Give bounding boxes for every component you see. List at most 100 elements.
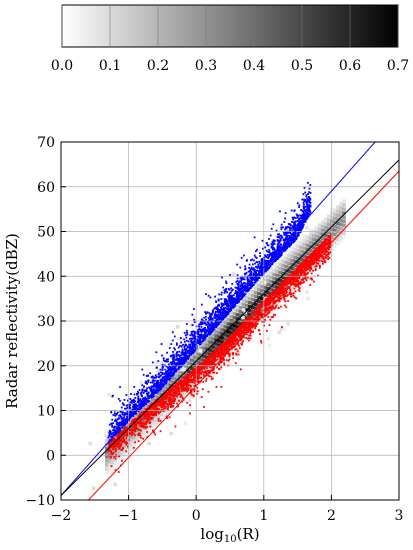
scatter-point-blue [153,385,156,388]
scatter-point-blue [267,257,270,260]
scatter-point-blue [157,380,160,383]
scatter-point-blue [257,265,260,268]
scatter-point-blue [150,387,153,390]
scatter-point-blue [193,348,195,351]
scatter-point-blue [294,220,297,223]
density-cell [217,339,222,343]
scatter-point-blue [132,404,135,406]
scatter-point-blue [261,272,263,275]
density-cell [320,220,325,225]
density-cell [144,427,149,432]
scatter-point-blue [224,312,227,315]
scatter-point-red [188,372,191,375]
scatter-point-blue [161,373,164,375]
density-cell [208,336,212,340]
scatter-point-red [189,389,192,392]
scatter-point-red [309,284,312,286]
density-cell [154,360,158,365]
density-cell [250,289,255,294]
scatter-point-blue [143,399,145,402]
scatter-point-blue [122,411,124,414]
density-cell [330,215,334,219]
scatter-point-blue [283,234,286,236]
scatter-point-blue [189,354,192,356]
scatter-point-blue [218,318,221,320]
scatter-point-blue [305,195,308,198]
density-cell [212,298,217,303]
scatter-point-blue [162,377,165,379]
scatter-point-blue [164,375,167,378]
density-cell [229,331,234,335]
density-cell [229,327,234,331]
density-cell [162,373,167,378]
scatter-point-blue [271,258,274,261]
scatter-point-blue [270,227,273,230]
density-cell [135,412,139,417]
scatter-point-red [240,342,243,345]
scatter-point-red [110,454,113,457]
density-cell [202,346,206,350]
scatter-point-blue [125,418,128,421]
scatter-point-blue [121,424,123,426]
scatter-point-blue [216,307,219,310]
scatter-point-blue [117,431,119,434]
density-cell [205,347,209,351]
scatter-point-blue [206,320,209,323]
scatter-point-blue [293,224,296,227]
density-cell [235,313,240,317]
scatter-point-red [118,445,121,448]
density-cell [104,446,109,451]
density-cell [284,272,289,277]
scatter-point-blue [237,283,240,286]
scatter-point-blue [169,375,171,378]
density-cell [190,382,194,387]
density-cell [302,250,307,255]
density-cell [293,263,298,268]
scatter-point-blue [286,244,289,247]
density-cell [104,455,109,459]
scatter-point-red [304,259,307,262]
density-cell [196,344,200,348]
scatter-point-blue [149,381,152,384]
density-cell [175,325,180,329]
scatter-point-red [196,393,198,395]
density-cell [111,461,115,465]
density-cell [305,290,309,294]
scatter-point-blue [300,221,303,224]
scatter-point-blue [290,224,292,227]
density-cell [266,286,270,291]
scatter-point-blue [227,309,230,312]
scatter-point-red [219,358,222,361]
scatter-point-red [272,299,275,302]
scatter-point-blue [285,236,288,239]
density-cell [199,369,203,374]
density-cell [95,430,99,435]
scatter-point-blue [110,411,113,413]
scatter-point-red [256,316,258,319]
density-cell [205,367,209,372]
density-cell [91,486,96,491]
scatter-point-blue [260,258,263,261]
scatter-point-red [178,383,181,386]
scatter-point-blue [233,301,235,304]
scatter-point-red [230,347,233,350]
scatter-point-blue [108,433,111,436]
density-cell [247,300,252,305]
scatter-point-red [151,417,154,419]
density-cell [247,296,252,301]
density-cell [208,344,212,348]
density-cell [139,380,144,384]
scatter-point-blue [265,262,268,264]
density-cell [198,349,203,353]
scatter-point-blue [189,347,191,350]
density-cell [123,416,127,421]
scatter-point-blue [282,226,284,229]
scatter-point-blue [109,435,112,438]
density-cell [244,303,249,308]
scatter-point-blue [215,325,217,327]
scatter-point-blue [308,199,311,202]
density-cell [150,417,155,422]
scatter-point-red [236,350,239,353]
density-cell [257,287,261,292]
scatter-point-blue [255,270,257,273]
